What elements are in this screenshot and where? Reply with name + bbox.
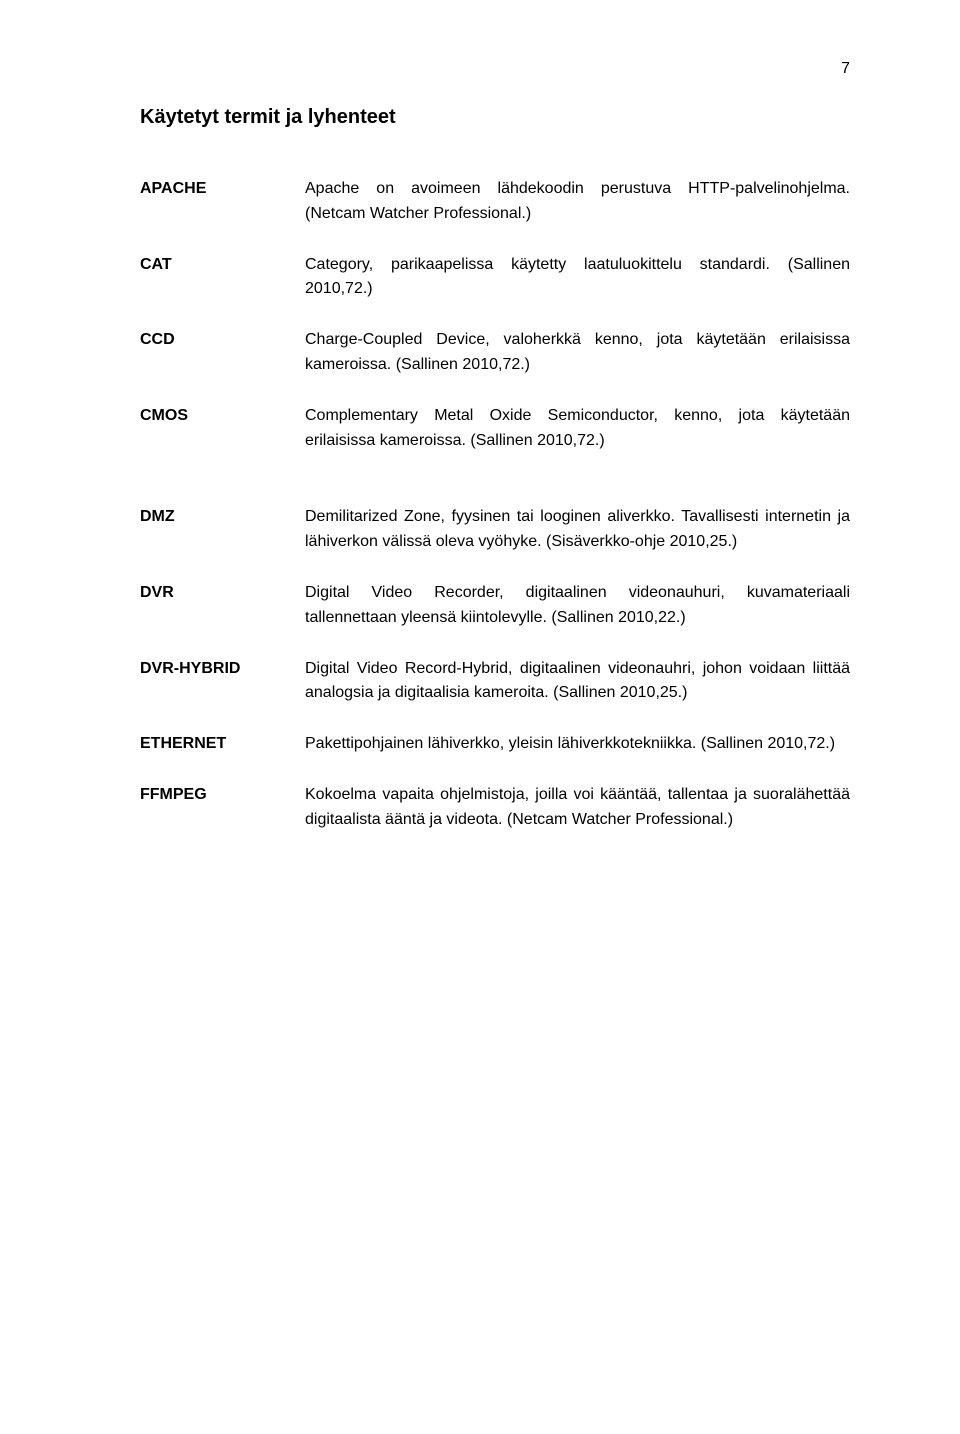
term-row: DMZ Demilitarized Zone, fyysinen tai loo… [140,505,850,555]
term-row: FFMPEG Kokoelma vapaita ohjelmistoja, jo… [140,783,850,833]
term-row: DVR Digital Video Recorder, digitaalinen… [140,581,850,631]
term-definition: Digital Video Recorder, digitaalinen vid… [305,581,850,631]
term-definition: Kokoelma vapaita ohjelmistoja, joilla vo… [305,783,850,833]
term-row: CMOS Complementary Metal Oxide Semicondu… [140,404,850,454]
term-label: CAT [140,253,305,278]
term-row: APACHE Apache on avoimeen lähdekoodin pe… [140,177,850,227]
page-number: 7 [140,60,850,78]
term-definition: Pakettipohjainen lähiverkko, yleisin läh… [305,732,850,757]
term-definition: Category, parikaapelissa käytetty laatul… [305,253,850,303]
term-row: DVR-HYBRID Digital Video Record-Hybrid, … [140,657,850,707]
term-label: DVR [140,581,305,606]
term-label: DMZ [140,505,305,530]
term-label: CCD [140,328,305,353]
term-label: FFMPEG [140,783,305,808]
term-definition: Digital Video Record-Hybrid, digitaaline… [305,657,850,707]
term-row: ETHERNET Pakettipohjainen lähiverkko, yl… [140,732,850,757]
section-gap [140,479,850,505]
term-label: APACHE [140,177,305,202]
term-row: CAT Category, parikaapelissa käytetty la… [140,253,850,303]
term-definition: Charge-Coupled Device, valoherkkä kenno,… [305,328,850,378]
term-definition: Demilitarized Zone, fyysinen tai loogine… [305,505,850,555]
term-label: ETHERNET [140,732,305,757]
term-row: CCD Charge-Coupled Device, valoherkkä ke… [140,328,850,378]
term-label: DVR-HYBRID [140,657,305,682]
term-definition: Complementary Metal Oxide Semiconductor,… [305,404,850,454]
page-title: Käytetyt termit ja lyhenteet [140,106,850,129]
term-label: CMOS [140,404,305,429]
term-definition: Apache on avoimeen lähdekoodin perustuva… [305,177,850,227]
